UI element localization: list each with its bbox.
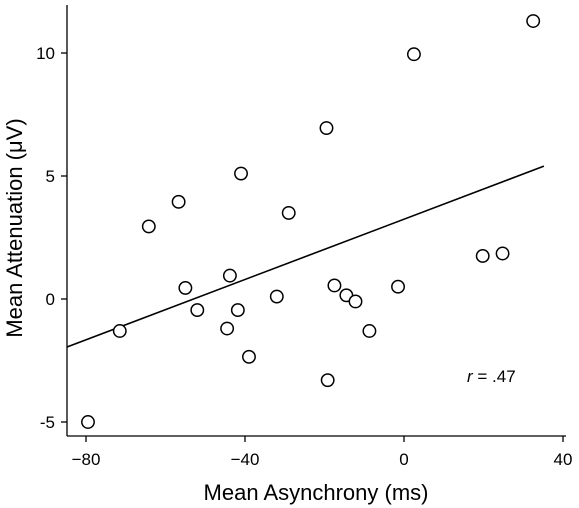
- x-tick-label: 0: [399, 450, 408, 469]
- y-axis-title: Mean Attenuation (μV): [2, 118, 27, 337]
- data-point: [190, 303, 205, 318]
- data-point: [348, 294, 363, 309]
- y-tick-label: -5: [40, 413, 55, 432]
- data-point: [230, 303, 245, 318]
- data-point: [141, 219, 156, 234]
- data-points: [81, 14, 541, 429]
- r-value: = .47: [473, 367, 516, 386]
- y-tick-label: 10: [36, 44, 55, 63]
- data-point: [234, 166, 248, 181]
- data-point: [526, 14, 541, 28]
- data-point: [391, 279, 405, 294]
- data-point: [222, 268, 237, 283]
- data-point: [112, 324, 127, 338]
- data-point: [269, 289, 284, 304]
- data-point: [242, 349, 256, 364]
- x-axis-title: Mean Asynchrony (ms): [204, 480, 429, 505]
- data-point: [327, 278, 342, 293]
- x-tick-label: 40: [554, 450, 573, 469]
- x-tick-label: −40: [231, 450, 260, 469]
- data-point: [406, 47, 421, 62]
- y-axis-ticks: 10 5 0 -5: [36, 44, 67, 432]
- data-point: [220, 321, 235, 336]
- data-point: [475, 249, 490, 263]
- data-point: [362, 324, 377, 338]
- r-symbol: r: [467, 367, 474, 386]
- data-point: [495, 246, 510, 261]
- data-point: [320, 373, 335, 388]
- data-point: [281, 205, 296, 220]
- data-point: [171, 194, 186, 209]
- correlation-annotation: r = .47: [467, 367, 516, 386]
- x-axis-ticks: −80 −40 0 40: [72, 436, 573, 469]
- regression-line: [66, 165, 545, 348]
- y-tick-label: 5: [46, 167, 55, 186]
- data-point: [81, 415, 95, 429]
- data-point: [178, 280, 193, 295]
- data-point: [319, 121, 334, 135]
- y-tick-label: 0: [46, 290, 55, 309]
- plot-area: 10 5 0 -5 −80 −40 0 40: [36, 5, 572, 469]
- x-tick-label: −80: [72, 450, 101, 469]
